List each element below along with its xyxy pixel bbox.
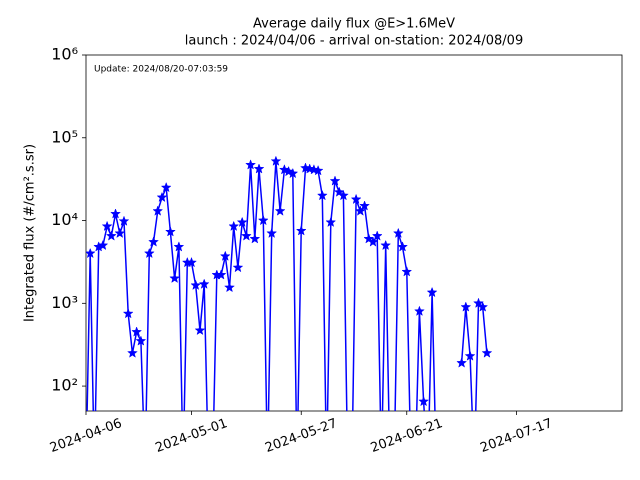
data-point [460,301,472,312]
y-tick-label: 10³ [51,293,78,312]
data-point [232,261,244,273]
data-point [114,227,126,238]
y-tick-label: 10⁴ [51,210,78,229]
data-point [249,233,261,244]
data-point [371,230,383,241]
data-point [270,155,282,166]
data-point [173,241,185,252]
data-point [410,464,420,473]
data-point [423,464,433,473]
data-point [97,239,109,251]
data-point [81,464,91,473]
data-point [194,324,206,336]
data-point [392,227,404,238]
plot-area [81,155,493,473]
data-point [397,241,408,252]
x-tick-label: 2024-05-01 [153,416,229,456]
data-point [329,175,341,186]
data-point [122,307,134,319]
data-point [143,247,155,259]
data-point [406,464,416,473]
data-point [380,239,392,251]
data-point [169,272,181,283]
data-point [156,191,168,203]
data-point [110,208,121,219]
data-point [477,301,489,312]
data-point [204,464,214,473]
data-point [292,464,302,473]
data-point [481,347,493,358]
data-point [316,189,328,201]
data-point [470,464,480,473]
data-point [274,205,286,216]
x-tick-label: 2024-05-27 [263,416,339,456]
y-axis-label: Integrated flux (#/cm².s.sr) [23,144,38,322]
data-point [186,256,197,268]
data-point [224,281,235,293]
annotation: Update: 2024/08/20-07:03:59 [94,65,228,75]
plot-frame [85,54,623,412]
data-point [350,193,362,205]
data-point [140,464,150,473]
data-point [228,220,240,231]
data-point [414,305,425,316]
data-point [325,216,337,227]
data-point [385,464,395,473]
y-tick-label: 10² [51,376,78,395]
data-point [245,159,257,170]
data-point [215,269,227,280]
data-point [322,464,332,473]
data-point [152,205,164,216]
data-point [367,236,379,247]
data-point [101,220,113,231]
data-point [295,225,307,236]
data-point [347,464,357,473]
data-point [464,350,476,361]
data-point [377,464,387,473]
data-point [266,227,278,238]
data-point [131,326,143,337]
data-point [359,200,370,211]
x-tick-label: 2024-06-21 [369,416,445,456]
data-point [456,357,468,368]
y-tick-label: 10⁵ [51,127,78,146]
data-point [165,226,176,237]
data-point [354,205,366,216]
data-point [160,181,172,193]
data-point [198,278,210,289]
data-point [190,279,202,290]
data-point [426,286,438,298]
data-point [219,250,231,261]
data-point [287,167,299,179]
data-point [312,164,324,176]
data-point [86,247,96,259]
data-point [127,347,138,358]
data-point [418,395,430,407]
data-point [343,464,353,473]
data-point [432,464,442,473]
data-point [208,464,218,473]
data-point [135,335,147,346]
chart-subtitle: launch : 2024/04/06 - arrival on-station… [185,34,523,49]
data-point [148,236,159,247]
data-point [178,464,188,473]
data-point [90,464,100,473]
data-point [118,215,130,226]
y-tick-label: 10⁶ [51,45,78,64]
data-point [263,464,273,473]
data-point [236,216,248,227]
chart-title: Average daily flux @E>1.6MeV [253,17,455,32]
data-point [389,464,399,473]
data-point [338,189,349,201]
x-tick-label: 2024-04-06 [48,416,124,456]
data-point [105,230,117,241]
data-point [253,163,265,174]
data-point [257,214,269,226]
x-tick-label: 2024-07-17 [478,416,554,456]
data-point [240,230,252,241]
data-point [401,266,413,277]
